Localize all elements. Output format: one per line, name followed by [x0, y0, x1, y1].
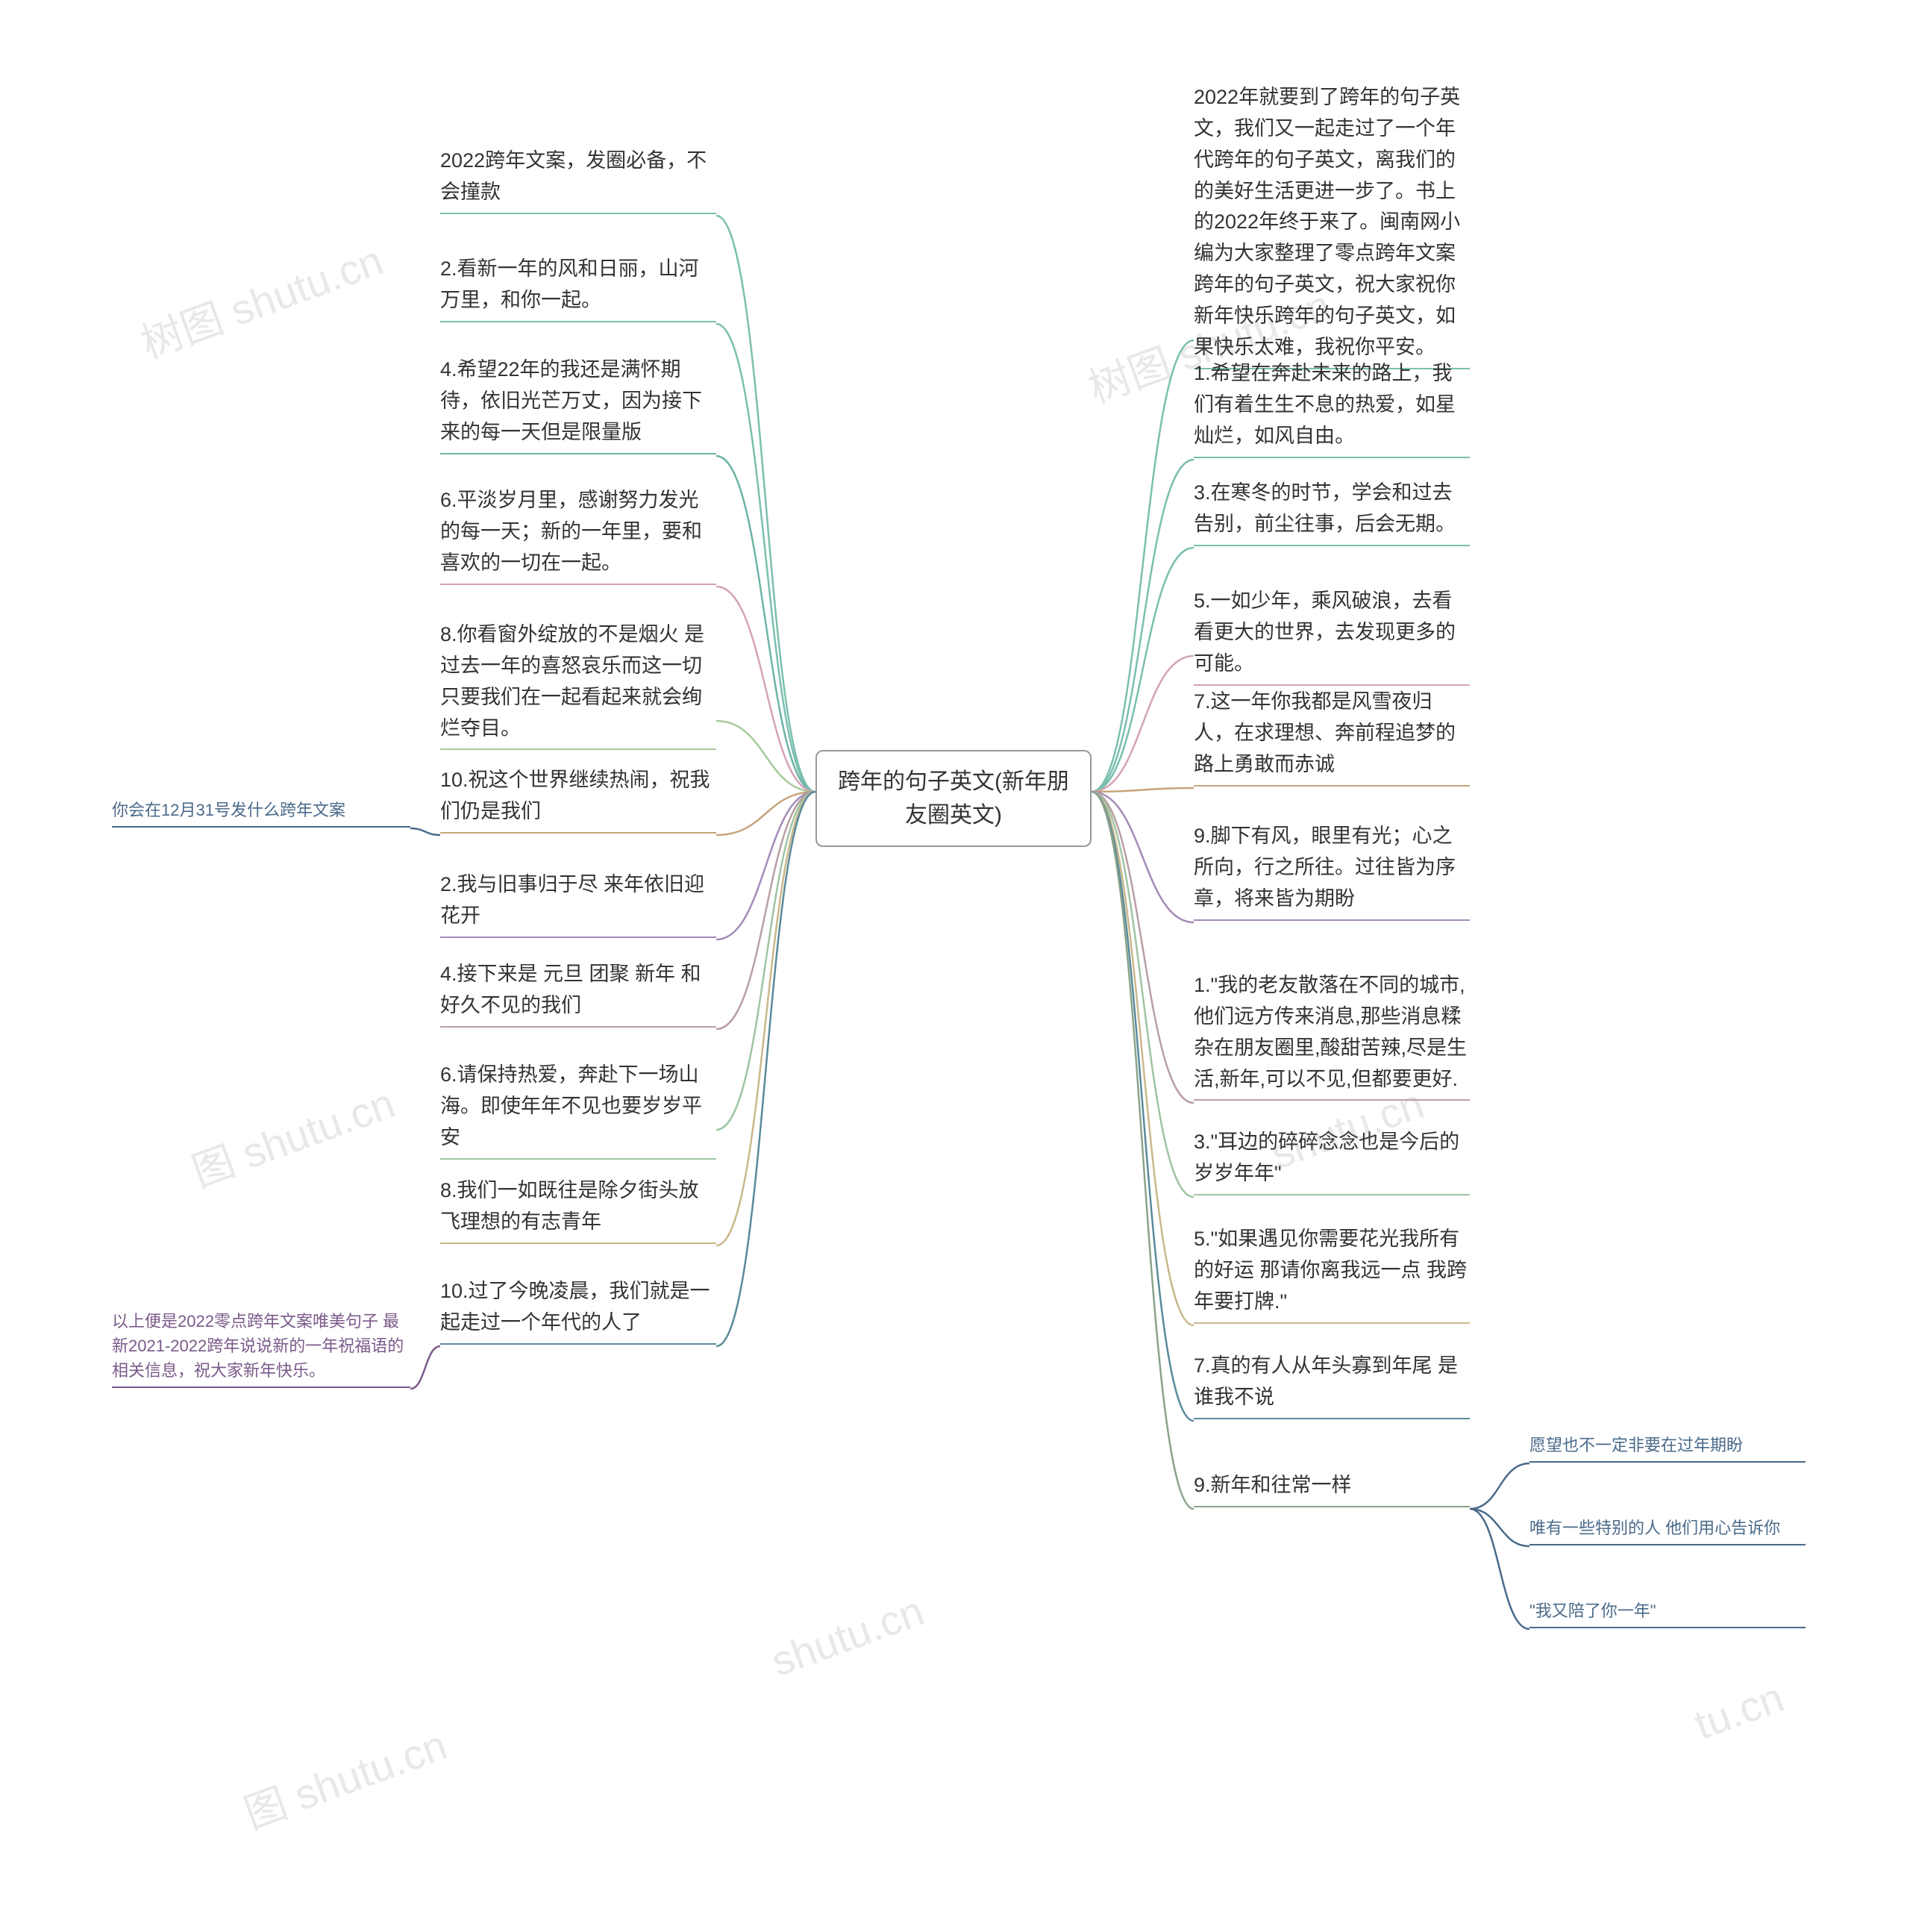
- right-branch: 9.脚下有风，眼里有光；心之所向，行之所往。过往皆为序章，将来皆为期盼: [1194, 821, 1470, 921]
- right-branch: 9.新年和往常一样: [1194, 1470, 1470, 1507]
- left-branch: 2.我与旧事归于尽 来年依旧迎花开: [440, 869, 716, 938]
- right-branch: 1."我的老友散落在不同的城市,他们远方传来消息,那些消息糅杂在朋友圈里,酸甜苦…: [1194, 970, 1470, 1101]
- watermark: tu.cn: [1688, 1672, 1790, 1749]
- right-leaf: 愿望也不一定非要在过年期盼: [1529, 1433, 1806, 1463]
- left-branch: 8.你看窗外绽放的不是烟火 是过去一年的喜怒哀乐而这一切 只要我们在一起看起来就…: [440, 619, 716, 750]
- right-branch: 3."耳边的碎碎念念也是今后的岁岁年年": [1194, 1127, 1470, 1195]
- right-branch: 3.在寒冬的时节，学会和过去告别，前尘往事，后会无期。: [1194, 478, 1470, 546]
- right-leaf: "我又陪了你一年": [1529, 1598, 1806, 1628]
- watermark: 树图 shutu.cn: [131, 227, 390, 370]
- left-branch: 10.祝这个世界继续热闹，祝我们仍是我们: [440, 765, 716, 834]
- right-leaf: 唯有一些特别的人 他们用心告诉你: [1529, 1516, 1806, 1545]
- left-branch: 6.请保持热爱，奔赴下一场山海。即使年年不见也要岁岁平安: [440, 1060, 716, 1160]
- left-branch: 8.我们一如既往是除夕街头放飞理想的有志青年: [440, 1175, 716, 1244]
- watermark: shutu.cn: [765, 1586, 930, 1686]
- left-leaf: 以上便是2022零点跨年文案唯美句子 最新2021-2022跨年说说新的一年祝福…: [112, 1309, 410, 1388]
- watermark: 图 shutu.cn: [183, 1070, 402, 1199]
- right-branch: 7.真的有人从年头寡到年尾 是谁我不说: [1194, 1351, 1470, 1419]
- left-branch: 4.接下来是 元旦 团聚 新年 和好久不见的我们: [440, 959, 716, 1028]
- left-branch: 2.看新一年的风和日丽，山河万里，和你一起。: [440, 254, 716, 322]
- center-node: 跨年的句子英文(新年朋友圈英文): [815, 750, 1092, 847]
- left-branch: 6.平淡岁月里，感谢努力发光的每一天；新的一年里，要和喜欢的一切在一起。: [440, 485, 716, 585]
- left-leaf: 你会在12月31号发什么跨年文案: [112, 798, 410, 828]
- right-branch: 5.一如少年，乘风破浪，去看看更大的世界，去发现更多的可能。: [1194, 586, 1470, 686]
- left-branch: 4.希望22年的我还是满怀期待，依旧光芒万丈，因为接下来的每一天但是限量版: [440, 354, 716, 454]
- right-branch: 7.这一年你我都是风雪夜归人，在求理想、奔前程追梦的路上勇敢而赤诚: [1194, 687, 1470, 787]
- left-branch: 2022跨年文案，发圈必备，不会撞款: [440, 146, 716, 214]
- right-branch: 1.希望在奔赴未来的路上，我们有着生生不息的热爱，如星灿烂，如风自由。: [1194, 358, 1470, 458]
- watermark: 图 shutu.cn: [235, 1712, 454, 1841]
- right-branch: 5."如果遇见你需要花光我所有的好运 那请你离我远一点 我跨年要打牌.": [1194, 1224, 1470, 1324]
- left-branch: 10.过了今晚凌晨，我们就是一起走过一个年代的人了: [440, 1276, 716, 1345]
- right-branch: 2022年就要到了跨年的句子英文，我们又一起走过了一个年代跨年的句子英文，离我们…: [1194, 82, 1470, 369]
